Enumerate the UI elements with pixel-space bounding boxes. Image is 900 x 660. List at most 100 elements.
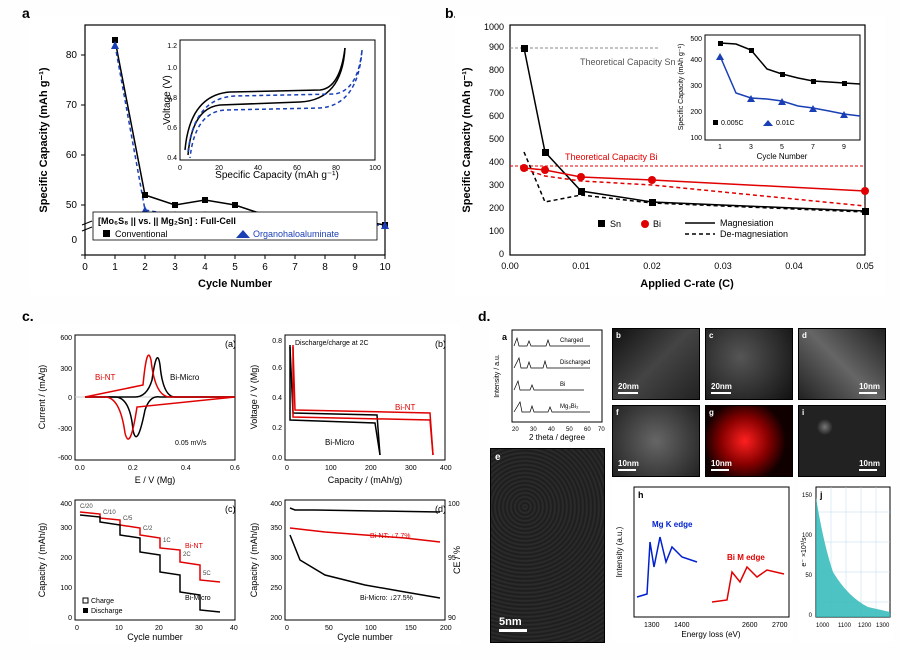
svg-text:50: 50 — [325, 625, 333, 632]
svg-text:60: 60 — [66, 150, 78, 161]
svg-text:Specific Capacity (mAh g⁻¹): Specific Capacity (mAh g⁻¹) — [215, 170, 339, 181]
svg-text:0.4: 0.4 — [272, 395, 282, 402]
svg-text:1100: 1100 — [838, 623, 852, 629]
svg-text:0.2: 0.2 — [272, 425, 282, 432]
svg-text:0: 0 — [285, 625, 289, 632]
svg-text:90: 90 — [448, 615, 456, 622]
svg-text:500: 500 — [690, 36, 702, 43]
svg-text:10: 10 — [115, 625, 123, 632]
svg-text:0.005C: 0.005C — [721, 120, 744, 127]
svg-text:1.2: 1.2 — [167, 43, 177, 50]
svg-text:200: 200 — [60, 555, 72, 562]
svg-text:Current / (mA/g): Current / (mA/g) — [37, 365, 47, 430]
svg-text:2: 2 — [142, 262, 148, 273]
svg-text:Bi: Bi — [653, 219, 661, 229]
xrd-chart: a Intensity / a.u. 2 theta / degree 2030… — [490, 328, 605, 443]
svg-text:7: 7 — [292, 262, 298, 273]
svg-text:0.2: 0.2 — [128, 465, 138, 472]
svg-text:Intensity (a.u.): Intensity (a.u.) — [615, 526, 624, 577]
svg-text:Organohaloaluminate: Organohaloaluminate — [253, 229, 339, 239]
svg-text:2600: 2600 — [742, 622, 758, 629]
svg-text:300: 300 — [690, 83, 702, 90]
svg-text:C/10: C/10 — [103, 510, 116, 516]
svg-text:Capacity / (mAh/g): Capacity / (mAh/g) — [249, 523, 259, 598]
svg-text:0.05 mV/s: 0.05 mV/s — [175, 440, 207, 447]
svg-text:Bi M edge: Bi M edge — [727, 553, 765, 562]
svg-text:80: 80 — [66, 50, 78, 61]
svg-text:Specific Capacity (mAh g⁻¹): Specific Capacity (mAh g⁻¹) — [461, 67, 473, 213]
svg-text:(b): (b) — [435, 339, 446, 349]
svg-text:40: 40 — [254, 165, 262, 172]
svg-text:Applied C-rate (C): Applied C-rate (C) — [640, 278, 734, 290]
svg-text:10: 10 — [379, 262, 391, 273]
svg-text:Cycle number: Cycle number — [337, 632, 393, 642]
svg-text:Cycle Number: Cycle Number — [757, 152, 808, 161]
svg-text:30: 30 — [195, 625, 203, 632]
svg-text:0: 0 — [82, 262, 88, 273]
svg-text:Theoretical Capacity Bi: Theoretical Capacity Bi — [565, 152, 658, 162]
svg-text:95: 95 — [448, 555, 456, 562]
svg-text:100: 100 — [365, 625, 377, 632]
panel-c-label: c. — [22, 308, 34, 324]
svg-text:9: 9 — [352, 262, 358, 273]
svg-text:600: 600 — [60, 335, 72, 342]
svg-text:400: 400 — [270, 501, 282, 508]
svg-text:200: 200 — [270, 615, 282, 622]
svg-text:0: 0 — [71, 235, 77, 246]
svg-text:Magnesiation: Magnesiation — [720, 218, 774, 228]
svg-text:0: 0 — [499, 249, 504, 259]
svg-text:7: 7 — [811, 144, 815, 151]
svg-text:5: 5 — [232, 262, 238, 273]
svg-text:0.8: 0.8 — [272, 338, 282, 345]
tem-i: i10nm — [798, 405, 886, 477]
eels-chart: h Intensity (a.u.) Energy loss (eV) 1300… — [612, 482, 793, 642]
svg-text:250: 250 — [270, 585, 282, 592]
svg-text:900: 900 — [489, 42, 504, 52]
svg-text:0: 0 — [75, 625, 79, 632]
svg-text:600: 600 — [489, 111, 504, 121]
svg-text:0.03: 0.03 — [714, 261, 732, 271]
svg-text:800: 800 — [489, 65, 504, 75]
spectrum-j: j e⁻ ×10³/s 1000110012001300 050100150 — [798, 482, 893, 642]
svg-text:a: a — [502, 332, 508, 342]
svg-text:1200: 1200 — [858, 623, 872, 629]
svg-text:20: 20 — [512, 427, 519, 433]
svg-text:300: 300 — [270, 555, 282, 562]
svg-text:350: 350 — [270, 525, 282, 532]
svg-text:h: h — [638, 490, 644, 500]
svg-text:200: 200 — [489, 203, 504, 213]
svg-text:0.4: 0.4 — [181, 465, 191, 472]
svg-text:80: 80 — [332, 165, 340, 172]
tem-f: f10nm — [612, 405, 700, 477]
svg-text:100: 100 — [448, 501, 460, 508]
svg-text:0.02: 0.02 — [643, 261, 661, 271]
svg-text:0.04: 0.04 — [785, 261, 803, 271]
svg-text:0: 0 — [285, 465, 289, 472]
svg-text:Bi-Micro: Bi-Micro — [325, 438, 355, 447]
svg-text:1: 1 — [718, 144, 722, 151]
svg-text:0: 0 — [809, 613, 813, 619]
svg-text:1400: 1400 — [674, 622, 690, 629]
svg-text:150: 150 — [802, 493, 813, 499]
svg-text:-600: -600 — [58, 455, 72, 462]
svg-text:Bi: Bi — [560, 382, 565, 388]
svg-text:40: 40 — [548, 427, 555, 433]
svg-text:j: j — [819, 490, 823, 500]
svg-text:Conventional: Conventional — [115, 229, 168, 239]
svg-text:Discharge/charge at 2C: Discharge/charge at 2C — [295, 340, 369, 347]
svg-text:700: 700 — [489, 88, 504, 98]
svg-text:0.00: 0.00 — [501, 261, 519, 271]
svg-text:300: 300 — [405, 465, 417, 472]
svg-text:60: 60 — [293, 165, 301, 172]
svg-text:C/5: C/5 — [123, 516, 133, 522]
svg-text:0.0: 0.0 — [75, 465, 85, 472]
svg-text:Bi-NT: Bi-NT — [95, 373, 116, 382]
svg-text:Charge: Charge — [91, 598, 114, 605]
svg-text:1.0: 1.0 — [167, 65, 177, 72]
svg-text:Bi-Micro: Bi-Micro — [170, 373, 200, 382]
svg-text:0.01C: 0.01C — [776, 120, 795, 127]
svg-text:100: 100 — [60, 585, 72, 592]
svg-text:200: 200 — [690, 109, 702, 116]
svg-text:50: 50 — [566, 427, 573, 433]
chart-a-xlabel: Cycle Number — [198, 278, 273, 290]
